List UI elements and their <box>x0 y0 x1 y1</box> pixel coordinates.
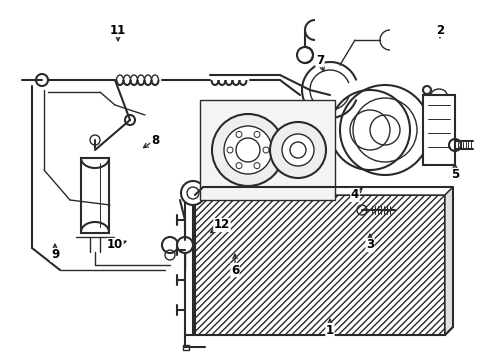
Bar <box>183 345 189 350</box>
Circle shape <box>269 122 325 178</box>
Text: 12: 12 <box>213 219 230 231</box>
Circle shape <box>186 187 199 199</box>
Text: 5: 5 <box>450 168 458 181</box>
Text: 4: 4 <box>350 189 358 202</box>
Text: 8: 8 <box>151 134 159 147</box>
Bar <box>195 195 444 335</box>
Text: 1: 1 <box>325 324 333 337</box>
Bar <box>200 100 334 200</box>
Bar <box>81 158 109 233</box>
Text: 11: 11 <box>110 23 126 36</box>
Polygon shape <box>195 187 452 195</box>
Circle shape <box>212 114 284 186</box>
Circle shape <box>282 134 313 166</box>
Circle shape <box>177 237 193 253</box>
Circle shape <box>296 47 312 63</box>
Text: 6: 6 <box>230 264 239 276</box>
Circle shape <box>224 126 271 174</box>
Text: 9: 9 <box>51 248 59 261</box>
Bar <box>184 195 193 335</box>
Circle shape <box>162 237 178 253</box>
Circle shape <box>36 74 48 86</box>
Text: 3: 3 <box>365 238 373 252</box>
Polygon shape <box>444 187 452 335</box>
Text: 10: 10 <box>107 238 123 252</box>
Text: 7: 7 <box>315 54 324 67</box>
Bar <box>422 95 454 165</box>
Circle shape <box>181 181 204 205</box>
Text: 2: 2 <box>435 23 443 36</box>
